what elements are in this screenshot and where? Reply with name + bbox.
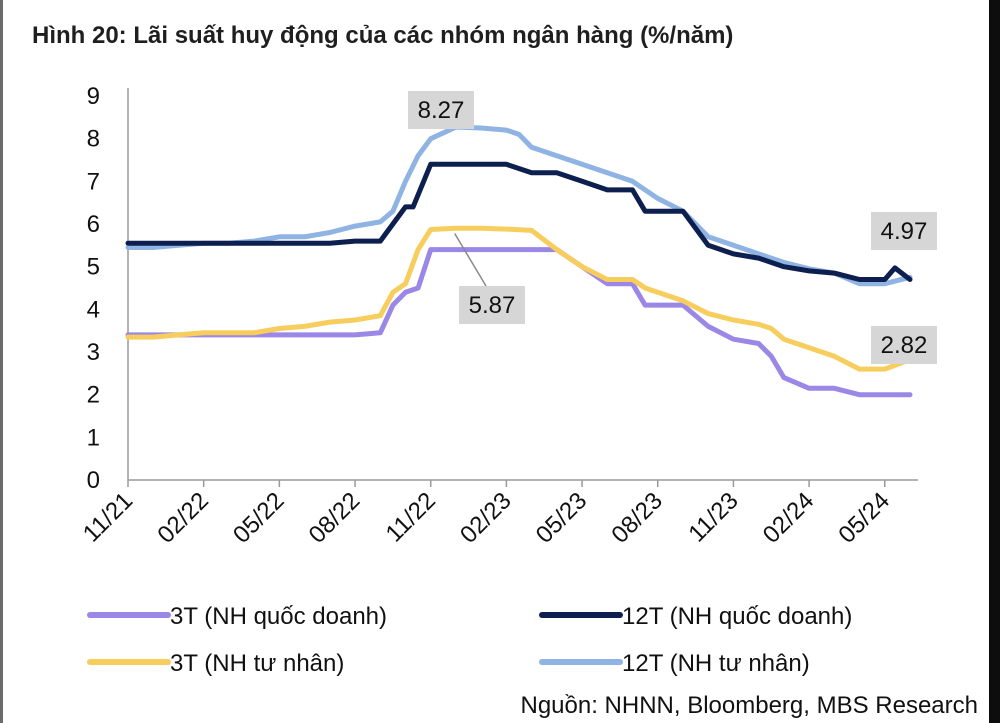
chart-title: Hình 20: Lãi suất huy động của các nhóm … [32, 22, 734, 49]
x-tick-label: 11/23 [683, 487, 743, 547]
x-tick-label: 08/22 [304, 487, 366, 549]
x-tick-label: 08/23 [606, 487, 668, 549]
callout-box [408, 91, 474, 129]
left-frame-edge [0, 0, 3, 723]
y-tick-label: 3 [87, 339, 100, 366]
y-tick-label: 2 [87, 382, 100, 409]
callout-label: 4.97 [881, 218, 928, 245]
callout-box [871, 212, 937, 250]
source-note: Nguồn: NHNN, Bloomberg, MBS Research [520, 692, 978, 719]
y-tick-label: 0 [87, 467, 100, 494]
legend-label: 12T (NH tư nhân) [622, 650, 810, 677]
series-lines [125, 124, 913, 398]
callout-leader [454, 233, 487, 287]
x-tick-label: 11/21 [78, 487, 138, 547]
x-tick-label: 05/22 [228, 487, 290, 549]
x-tick-label: 02/24 [758, 487, 820, 549]
y-tick-label: 9 [87, 83, 100, 110]
y-tick-label: 7 [87, 168, 100, 195]
series-line [125, 124, 913, 287]
legend-label: 12T (NH quốc doanh) [622, 603, 852, 630]
y-tick-label: 5 [87, 254, 100, 281]
series-line [125, 225, 913, 372]
y-tick-label: 8 [87, 126, 100, 153]
x-tick-label: 05/24 [833, 487, 895, 549]
x-tick-label: 05/23 [531, 487, 593, 549]
chart-legend: 3T (NH quốc doanh) 12T (NH quốc doanh) 3T … [87, 603, 852, 677]
callout-label: 8.27 [418, 97, 465, 124]
right-frame-edge [989, 0, 1000, 723]
series-line [125, 247, 913, 398]
callout-box [459, 286, 525, 324]
y-tick-label: 6 [87, 211, 100, 238]
x-tick-label: 02/22 [152, 487, 214, 549]
y-tick-label: 1 [87, 424, 100, 451]
series-line [125, 161, 913, 282]
callout-label: 2.82 [881, 332, 928, 359]
legend-label: 3T (NH tư nhân) [170, 650, 344, 677]
legend-label: 3T (NH quốc doanh) [170, 603, 387, 630]
y-tick-label: 4 [87, 296, 100, 323]
callout-label: 5.87 [469, 292, 516, 319]
callout-box [871, 326, 937, 364]
x-tick-label: 02/23 [455, 487, 517, 549]
value-callouts: 8.27 5.87 4.97 2.82 [408, 91, 937, 364]
x-tick-label: 11/22 [381, 487, 441, 547]
